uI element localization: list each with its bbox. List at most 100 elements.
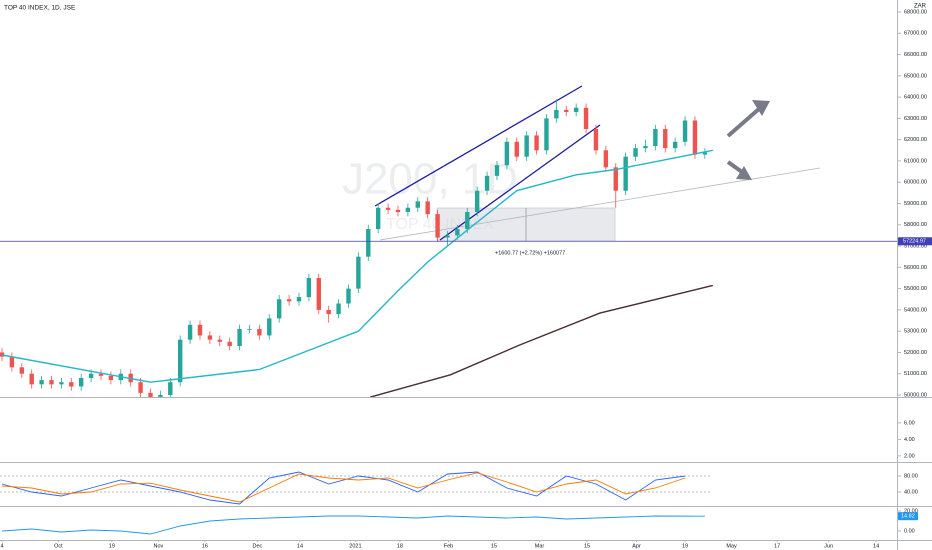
y-tick-label: 60000.00 bbox=[904, 180, 927, 186]
candle-body bbox=[455, 229, 460, 236]
candle-body bbox=[504, 141, 510, 166]
candle-body bbox=[682, 120, 688, 142]
y-tick-label: 58000.00 bbox=[904, 222, 927, 228]
candle-body bbox=[672, 141, 678, 149]
x-tick-label: Oct bbox=[54, 543, 63, 549]
currency: ZAR bbox=[914, 4, 927, 10]
candle-body bbox=[29, 373, 34, 385]
candle-body bbox=[405, 207, 411, 213]
chart-title: TOP 40 INDEX, 1D, JSE bbox=[4, 5, 76, 12]
y-tick-label: 2.00 bbox=[904, 453, 915, 459]
candle-body bbox=[227, 341, 232, 347]
candle-body bbox=[375, 207, 381, 230]
y-tick-label: 54000.00 bbox=[904, 307, 927, 313]
y-tick-label: 66000.00 bbox=[904, 52, 927, 58]
candle-body bbox=[247, 329, 252, 330]
x-tick-label: 14 bbox=[873, 543, 879, 549]
candle-body bbox=[276, 299, 282, 319]
y-tick-label: 65000.00 bbox=[904, 73, 927, 79]
y-tick-label: 59000.00 bbox=[904, 201, 927, 207]
candle-body bbox=[425, 201, 430, 215]
candle-body bbox=[108, 375, 114, 381]
candle-body bbox=[19, 367, 24, 374]
candle-body bbox=[39, 380, 44, 385]
y-tick-label: 56000.00 bbox=[904, 265, 927, 271]
candle-body bbox=[613, 167, 618, 191]
y-tick-label: 55000.00 bbox=[904, 286, 927, 292]
candle-body bbox=[643, 146, 648, 149]
x-tick-label: Dec bbox=[253, 543, 263, 549]
candle-body bbox=[415, 201, 420, 208]
candle-body bbox=[445, 235, 450, 238]
candle-body bbox=[49, 380, 54, 385]
trend-line bbox=[379, 167, 821, 241]
candle-body bbox=[187, 324, 193, 340]
candle-body bbox=[465, 212, 470, 230]
candle-body bbox=[633, 148, 638, 157]
candle-body bbox=[395, 209, 401, 213]
candle-body bbox=[326, 309, 331, 315]
candle-body bbox=[653, 129, 658, 147]
moving-average bbox=[370, 284, 713, 397]
candle-body bbox=[603, 150, 609, 168]
candle-body bbox=[702, 152, 708, 155]
x-tick-label: 15 bbox=[491, 543, 497, 549]
x-tick-label: Feb bbox=[444, 543, 453, 549]
candle-body bbox=[148, 392, 153, 397]
x-tick-label: Nov bbox=[154, 543, 164, 549]
candle-body bbox=[474, 190, 480, 213]
arrow-up-head bbox=[752, 100, 770, 116]
x-tick-label: 17 bbox=[774, 543, 780, 549]
x-tick-label: 14 bbox=[297, 543, 303, 549]
level-tag bbox=[898, 237, 932, 246]
y-tick-label: 40.00 bbox=[904, 489, 918, 495]
arrow-up bbox=[726, 106, 762, 138]
candle-body bbox=[306, 277, 312, 298]
candle-body bbox=[514, 141, 519, 157]
measure-label: +1600.77 (+2.72%) +160077 bbox=[495, 250, 565, 256]
main-plot bbox=[0, 99, 713, 397]
candle-body bbox=[237, 329, 242, 347]
candle-body bbox=[217, 339, 222, 342]
x-tick-label: 18 bbox=[397, 543, 403, 549]
candle-body bbox=[316, 277, 321, 310]
candle-body bbox=[138, 382, 143, 393]
x-tick-label: Apr bbox=[632, 543, 641, 549]
y-tick-label: 67000.00 bbox=[904, 31, 927, 37]
y-tick-label: 0.00 bbox=[904, 528, 915, 534]
candle-body bbox=[69, 382, 74, 387]
y-tick-label: 52000.00 bbox=[904, 350, 927, 356]
candle-body bbox=[663, 129, 668, 149]
x-tick-label: 15 bbox=[584, 543, 590, 549]
x-tick-label: 2021 bbox=[349, 543, 361, 549]
candle-body bbox=[554, 109, 559, 119]
candle-body bbox=[78, 377, 84, 387]
candle-body bbox=[158, 394, 163, 397]
candle-body bbox=[366, 229, 371, 257]
candle-body bbox=[484, 175, 490, 191]
y-tick-label: 80.00 bbox=[904, 473, 918, 479]
candle-body bbox=[435, 214, 440, 238]
candle-body bbox=[296, 297, 302, 302]
candle-body bbox=[267, 318, 272, 336]
candle-body bbox=[168, 382, 173, 395]
y-tick-label: 20.00 bbox=[904, 508, 918, 514]
candle-body bbox=[88, 373, 94, 378]
watermark: J200, 1D bbox=[342, 155, 518, 204]
x-tick-label: 19 bbox=[109, 543, 115, 549]
candle-body bbox=[336, 303, 341, 315]
candle-body bbox=[494, 165, 500, 176]
y-tick-label: 4.00 bbox=[904, 437, 915, 443]
candle-body bbox=[583, 107, 589, 130]
candle-body bbox=[564, 109, 569, 113]
y-tick-label: 64000.00 bbox=[904, 95, 927, 101]
candle-body bbox=[59, 382, 64, 385]
candle-body bbox=[385, 207, 391, 210]
level-label: 57224.97 bbox=[903, 239, 926, 245]
candle-body bbox=[573, 107, 579, 113]
indicator-line bbox=[1, 471, 686, 505]
candle-body bbox=[692, 120, 698, 155]
y-tick-label: 62000.00 bbox=[904, 137, 927, 143]
